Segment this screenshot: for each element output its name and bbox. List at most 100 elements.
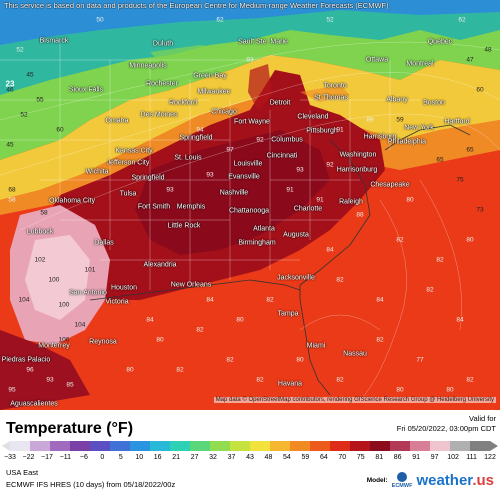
city-label: Aguascalientes	[10, 400, 58, 408]
scale-tick-label: 86	[393, 454, 402, 461]
city-label: Minneapolis	[129, 62, 167, 70]
temperature-value: 84	[326, 246, 334, 254]
color-scale-segment	[450, 441, 470, 451]
color-scale-segment	[30, 441, 50, 451]
map-canvas	[0, 0, 500, 410]
ecmwf-notice: This service is based on data and produc…	[4, 1, 389, 10]
city-label: Alexandria	[143, 261, 177, 269]
city-label: Memphis	[176, 203, 206, 211]
scale-tick-label: −6	[79, 454, 88, 461]
scale-tick-label: 59	[301, 454, 310, 461]
scale-tick-label: −11	[59, 454, 72, 461]
temperature-value: 82	[436, 256, 444, 264]
temperature-value: 94	[196, 126, 204, 134]
scale-tick-label: 21	[172, 454, 181, 461]
color-scale-segment	[470, 441, 490, 451]
city-label: New York	[404, 124, 434, 132]
temperature-map[interactable]: This service is based on data and produc…	[0, 0, 500, 410]
scale-tick-label: 111	[466, 454, 477, 461]
scale-tick-label: 81	[375, 454, 384, 461]
temperature-value: 93	[296, 166, 304, 174]
temperature-value: 65	[466, 146, 474, 154]
city-label: Chesapeake	[370, 181, 410, 189]
temperature-value: 68	[8, 186, 16, 194]
scale-tick-label: 48	[264, 454, 273, 461]
scale-tick-label: 32	[209, 454, 217, 461]
region-number: 23	[5, 79, 15, 89]
legend-panel: Temperature (°F) Valid for Fri 05/20/202…	[0, 410, 500, 500]
brand-block: Model: ECMWF weather.us	[367, 472, 494, 489]
scale-tick-label: 122	[484, 454, 496, 461]
legend-unit: (°F)	[106, 420, 134, 437]
city-label: Rockford	[168, 99, 198, 107]
scale-tick-label: 16	[153, 454, 162, 461]
city-label: Jacksonville	[277, 274, 315, 282]
city-label: Birmingham	[238, 239, 276, 247]
color-scale-segment	[10, 441, 30, 451]
color-scale-segment	[130, 441, 150, 451]
temperature-value: 62	[458, 16, 466, 24]
city-label: Fort Wayne	[234, 118, 270, 126]
temperature-value: 84	[146, 316, 154, 324]
city-label: Des Moines	[140, 111, 178, 119]
city-label: Nashville	[219, 189, 249, 197]
city-label: Louisville	[233, 160, 263, 168]
city-label: St. Louis	[174, 154, 202, 162]
scale-tick-label: 54	[283, 454, 291, 461]
city-label: Wichita	[85, 168, 109, 176]
temperature-value: 93	[206, 171, 214, 179]
temperature-value: 62	[216, 16, 224, 24]
color-scale-segment	[290, 441, 310, 451]
temperature-value: 100	[48, 276, 60, 284]
city-label: Little Rock	[167, 222, 201, 230]
color-scale-bar	[10, 441, 490, 451]
city-label: Rochester	[146, 80, 178, 88]
temperature-value: 52	[16, 46, 24, 54]
city-label: Cleveland	[297, 113, 329, 121]
city-label: Green Bay	[193, 72, 227, 80]
temperature-value: 97	[226, 146, 234, 154]
city-label: Tampa	[277, 310, 299, 318]
temperature-value: 106	[58, 336, 70, 344]
scale-tick-label: 97	[430, 454, 439, 461]
city-label: Nassau	[343, 350, 367, 358]
city-label: Ottawa	[365, 56, 389, 64]
map-attribution: Map data © OpenStreetMap contributors, r…	[213, 397, 496, 403]
city-label: Sioux Falls	[68, 86, 104, 94]
valid-for-label: Valid for	[469, 414, 496, 423]
temperature-value: 82	[376, 336, 384, 344]
temperature-value: 60	[56, 126, 64, 134]
city-label: Dallas	[94, 239, 114, 247]
city-label: Augusta	[283, 231, 309, 239]
scale-tick-label: 10	[135, 454, 144, 461]
city-label: Columbus	[271, 136, 303, 144]
temperature-value: 101	[84, 266, 96, 274]
temperature-value: 52	[326, 16, 334, 24]
city-label: Springfield	[179, 134, 213, 142]
weather-us-logo[interactable]: weather.us	[416, 472, 494, 489]
color-scale-segment	[190, 441, 210, 451]
color-scale-segment	[170, 441, 190, 451]
temperature-value: 58	[40, 209, 48, 217]
city-label: Kansas City	[115, 147, 153, 155]
city-label: Montreal	[406, 60, 434, 68]
temperature-value: 80	[396, 386, 404, 394]
city-label: Monterrey	[38, 342, 70, 350]
scale-tick-label: −17	[40, 454, 53, 461]
temperature-value: 82	[266, 296, 274, 304]
temperature-value: 48	[484, 46, 492, 54]
temperature-value: 100	[58, 301, 70, 309]
scale-tick-label: 0	[100, 454, 105, 461]
temperature-value: 80	[236, 316, 244, 324]
temperature-value: 102	[34, 256, 46, 264]
legend-title-text: Temperature	[6, 420, 102, 437]
color-scale-segment	[230, 441, 250, 451]
city-label: Harrisonburg	[336, 166, 378, 174]
temperature-value: 96	[26, 366, 34, 374]
temperature-value: 80	[296, 356, 304, 364]
city-label: Raleigh	[339, 198, 363, 206]
temperature-value: 88	[356, 211, 364, 219]
city-label: Quebec	[427, 38, 453, 46]
temperature-value: 80	[406, 196, 414, 204]
city-label: Reynosa	[89, 338, 117, 346]
